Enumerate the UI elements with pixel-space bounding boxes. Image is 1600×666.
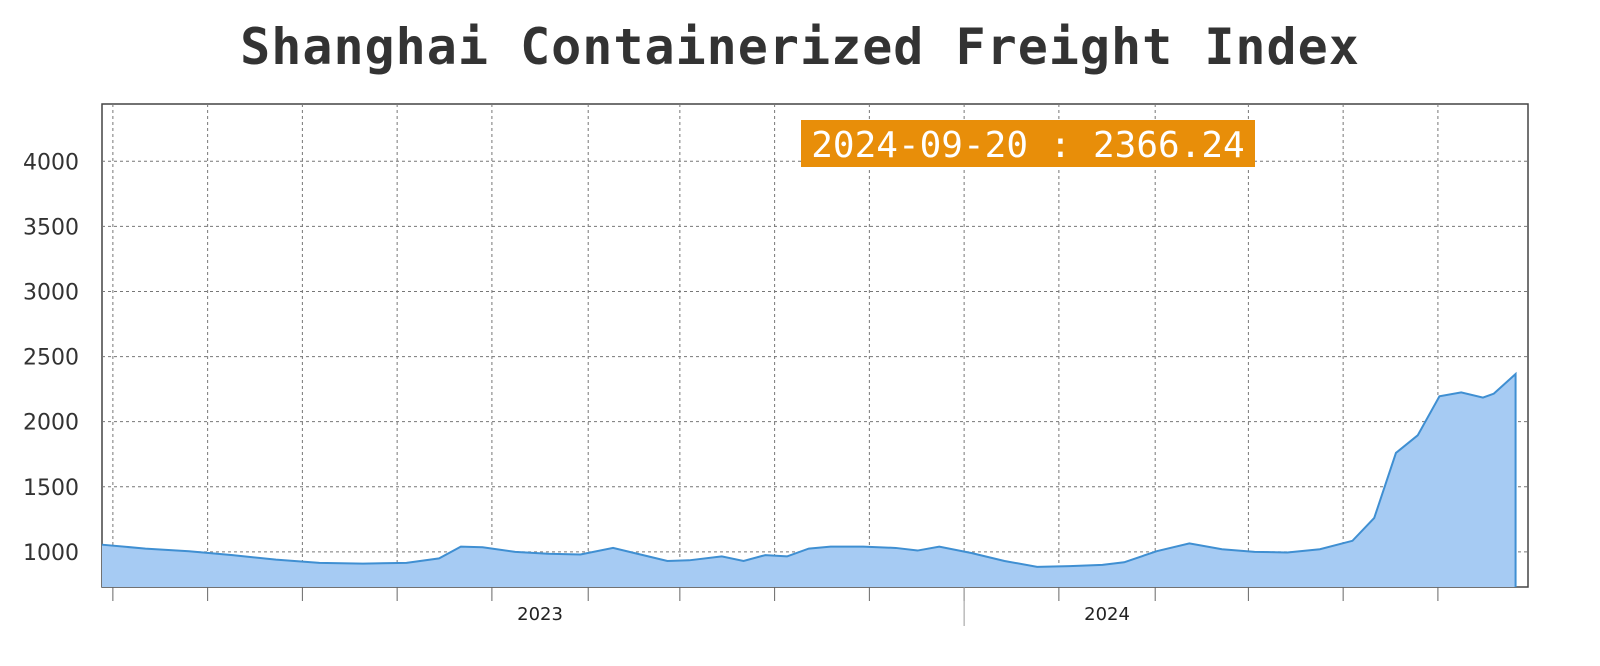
plot-frame (101, 103, 1529, 588)
y-tick-label: 3000 (23, 280, 79, 305)
y-tick-label: 2000 (23, 411, 79, 436)
area-fill (102, 373, 1516, 587)
grid-lines (101, 103, 1529, 588)
axes: 1000 1500 2000 2500 3000 3500 4000 2023 2024 (23, 150, 1439, 626)
tooltip-box (801, 120, 1255, 167)
tooltip: 2024-09-20 : 2366.24 (801, 120, 1255, 167)
y-tick-label: 2500 (23, 346, 79, 371)
tooltip-text: 2024-09-20 : 2366.24 (811, 125, 1244, 166)
x-tick-label: 2024 (1084, 604, 1130, 625)
y-tick-label: 1500 (23, 476, 79, 501)
y-tick-label: 4000 (23, 150, 79, 175)
chart-title: Shanghai Containerized Freight Index (240, 18, 1360, 76)
y-tick-label: 1000 (23, 541, 79, 566)
series-line (101, 371, 1517, 587)
x-tick-label: 2023 (517, 604, 563, 625)
y-tick-label: 3500 (23, 215, 79, 240)
area-series (101, 371, 1517, 587)
